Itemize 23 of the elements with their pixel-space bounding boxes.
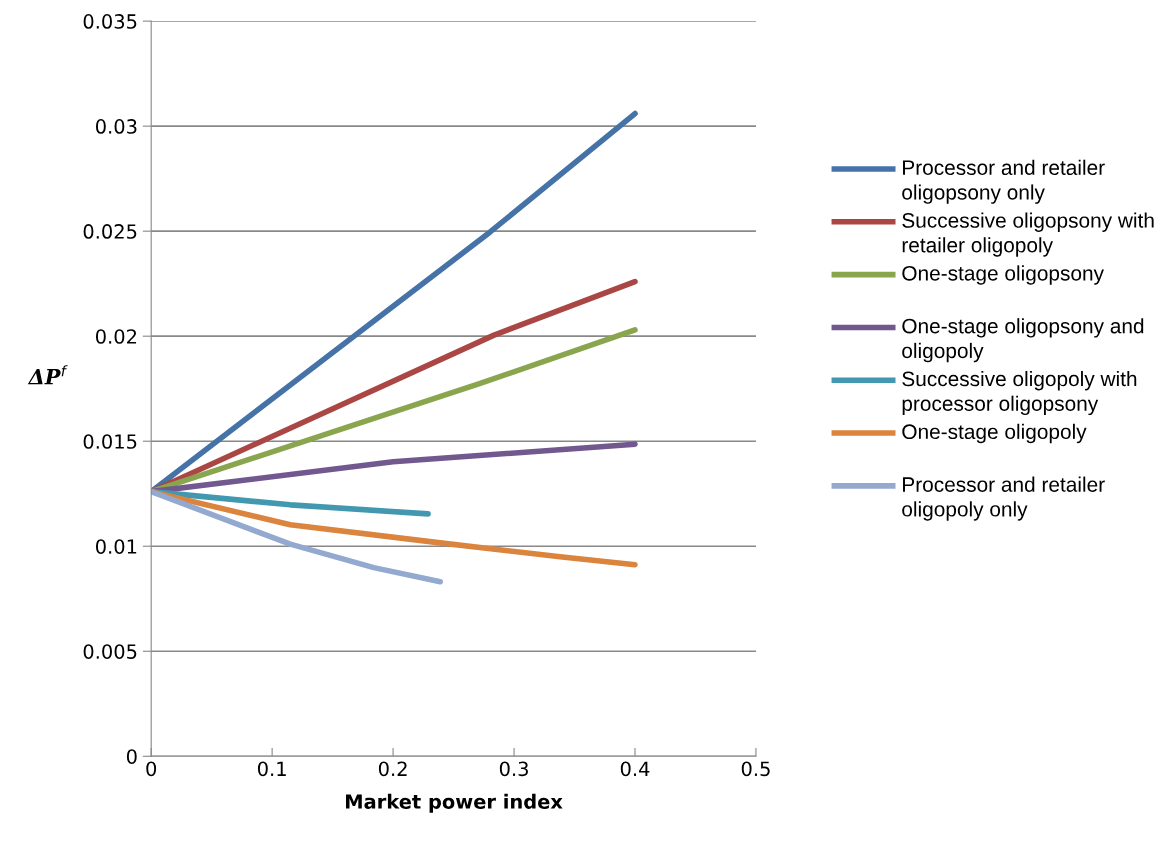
legend-label: Successive oligopsony with retailer oligopoly xyxy=(902,212,1154,257)
y-tick-label: 0 xyxy=(126,749,137,764)
legend-label: Successive oligopoly with processor oligopsony xyxy=(902,370,1137,416)
x-tick-label: 0.4 xyxy=(620,761,650,777)
y-tick-label: 0.025 xyxy=(83,224,137,239)
x-tick-label: 0.1 xyxy=(257,761,286,777)
legend-label: One-stage oligopsony xyxy=(902,265,1104,285)
y-axis-title: ΔP$^{f}$ xyxy=(27,365,68,385)
legend-label: Processor and retailer oligopoly only xyxy=(902,476,1105,521)
x-tick-label: 0.5 xyxy=(741,761,770,777)
y-tick-label: 0.02 xyxy=(95,329,137,344)
legend-label: One-stage oligopsony and oligopoly xyxy=(902,318,1144,363)
y-tick-label: 0.035 xyxy=(83,14,137,29)
x-tick-label: 0.3 xyxy=(499,761,528,777)
y-tick-label: 0.015 xyxy=(83,434,137,449)
x-tick-label: 0 xyxy=(146,761,157,777)
legend-label: One-stage oligopoly xyxy=(902,423,1087,444)
x-tick-label: 0.2 xyxy=(378,761,407,777)
y-tick-label: 0.01 xyxy=(95,539,137,554)
y-tick-label: 0.03 xyxy=(95,119,137,134)
y-tick-label: 0.005 xyxy=(83,644,137,659)
legend-label: Processor and retailer oligopsony only xyxy=(902,159,1105,204)
x-axis-title: Market power index xyxy=(346,793,563,813)
